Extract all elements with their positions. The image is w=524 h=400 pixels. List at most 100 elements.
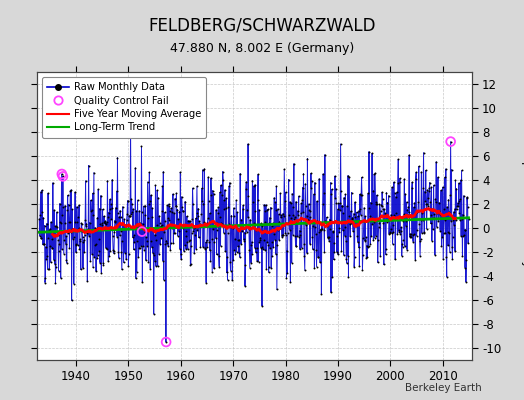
Point [256, 234, 264, 241]
Point [61, 241, 70, 247]
Point [401, 243, 409, 250]
Point [331, 194, 340, 201]
Point [428, 237, 436, 244]
Point [116, 208, 124, 214]
Point [335, 200, 344, 206]
Point [177, 251, 185, 257]
Point [219, 168, 227, 175]
Point [181, 228, 190, 234]
Point [392, 215, 401, 221]
Point [217, 182, 225, 188]
Point [237, 216, 246, 223]
Point [377, 208, 385, 214]
Point [368, 220, 377, 227]
Point [356, 212, 365, 218]
Point [307, 208, 315, 214]
Point [230, 213, 238, 219]
Point [446, 138, 455, 145]
Point [408, 185, 416, 192]
Point [333, 249, 341, 255]
Point [149, 227, 158, 233]
Point [54, 236, 62, 243]
Point [290, 160, 298, 167]
Point [88, 251, 96, 258]
Point [436, 227, 444, 234]
Point [144, 215, 152, 221]
Point [221, 248, 230, 255]
Point [94, 186, 103, 192]
Point [117, 249, 126, 255]
Point [110, 228, 118, 235]
Point [235, 237, 244, 243]
Point [134, 224, 142, 230]
Point [418, 210, 427, 217]
Point [367, 233, 375, 240]
Point [434, 218, 443, 224]
Point [58, 171, 66, 177]
Point [342, 237, 350, 244]
Point [79, 234, 87, 240]
Point [138, 228, 146, 235]
Point [83, 278, 92, 284]
Point [101, 218, 110, 224]
Point [279, 232, 288, 238]
Point [397, 224, 406, 231]
Point [376, 213, 384, 219]
Point [323, 234, 332, 241]
Point [458, 212, 467, 218]
Point [43, 266, 52, 272]
Point [205, 238, 213, 245]
Point [337, 188, 345, 195]
Point [248, 250, 256, 257]
Point [52, 223, 61, 230]
Point [169, 191, 177, 197]
Point [226, 259, 234, 266]
Point [175, 222, 183, 228]
Point [409, 232, 417, 238]
Point [176, 208, 184, 215]
Point [62, 257, 71, 264]
Point [43, 253, 51, 259]
Point [58, 171, 66, 177]
Point [458, 252, 467, 259]
Point [166, 246, 174, 253]
Point [463, 194, 471, 201]
Point [348, 214, 357, 221]
Point [139, 243, 147, 249]
Point [92, 268, 100, 274]
Point [290, 216, 299, 222]
Point [70, 234, 79, 240]
Point [277, 212, 286, 218]
Point [440, 174, 449, 180]
Point [307, 170, 315, 177]
Point [350, 210, 358, 217]
Point [187, 261, 195, 268]
Point [72, 241, 81, 248]
Point [143, 238, 151, 244]
Point [454, 198, 463, 204]
Point [199, 167, 207, 173]
Point [137, 143, 146, 150]
Text: 47.880 N, 8.002 E (Germany): 47.880 N, 8.002 E (Germany) [170, 42, 354, 55]
Point [145, 201, 153, 208]
Point [257, 220, 265, 227]
Point [434, 174, 442, 180]
Point [445, 249, 454, 256]
Point [295, 234, 303, 240]
Point [361, 237, 369, 244]
Point [315, 176, 323, 182]
Point [202, 239, 210, 246]
Point [382, 246, 390, 252]
Point [176, 246, 184, 252]
Point [41, 279, 49, 286]
Point [304, 216, 312, 223]
Point [267, 223, 276, 229]
Point [187, 243, 195, 249]
Point [261, 219, 270, 225]
Point [306, 241, 314, 247]
Point [66, 187, 74, 194]
Point [218, 221, 226, 228]
Point [108, 233, 117, 240]
Point [68, 226, 77, 232]
Point [134, 197, 142, 203]
